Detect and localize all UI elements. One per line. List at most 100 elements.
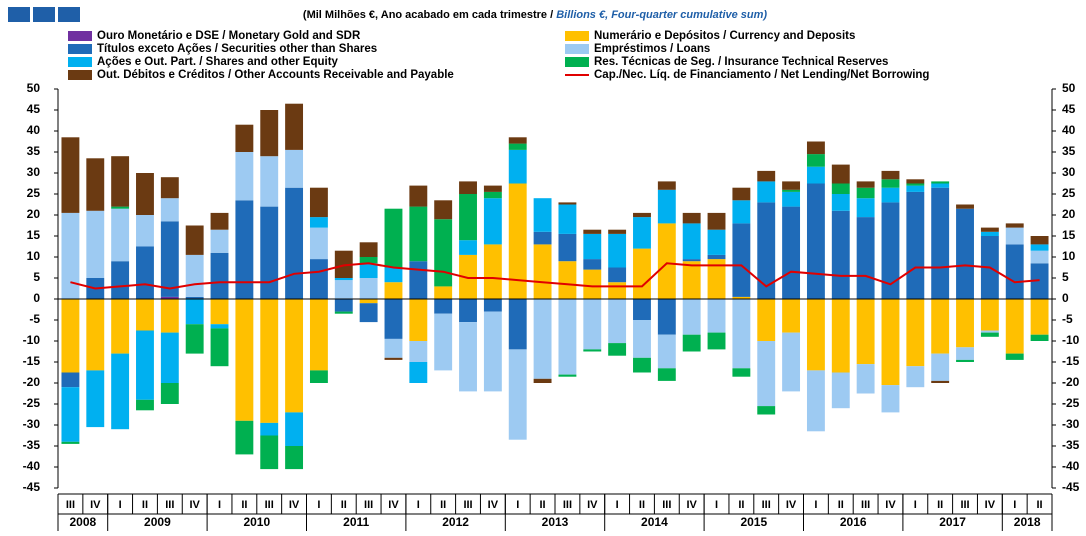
bar-segment [309, 299, 328, 371]
bar-segment [260, 156, 279, 207]
y-tick-label: 5 [33, 270, 40, 284]
y2-tick-label: 20 [1062, 207, 1076, 221]
bar-segment [931, 353, 950, 381]
bar-segment [1005, 223, 1024, 228]
y2-tick-label: -15 [1062, 354, 1080, 368]
bar-segment [608, 229, 627, 234]
x-tick-label: III [165, 499, 174, 511]
bar-segment [583, 233, 602, 260]
bar-segment [782, 191, 801, 207]
bar-segment [782, 181, 801, 190]
legend-swatch [68, 70, 92, 80]
y-tick-label: 40 [27, 123, 41, 137]
bar-segment [707, 299, 726, 333]
bar-segment [160, 198, 179, 222]
bar-segment [956, 347, 974, 360]
y-tick-label: -10 [23, 333, 41, 347]
bar-segment [285, 446, 304, 470]
bar-segment [881, 385, 900, 413]
y-tick-label: 25 [27, 186, 41, 200]
x-tick-label: III [762, 499, 771, 511]
bar-segment [160, 383, 179, 404]
bar-segment [533, 378, 552, 383]
bar-segment [185, 324, 204, 354]
bar-segment [657, 189, 676, 224]
bar-segment [980, 227, 999, 232]
bar-segment [61, 212, 80, 299]
y2-tick-label: -45 [1062, 480, 1080, 494]
bar-segment [285, 187, 304, 299]
legend-label: Empréstimos / Loans [594, 43, 710, 55]
bar-segment [906, 191, 925, 299]
y-tick-label: 35 [27, 144, 41, 158]
x-tick-label: II [937, 499, 943, 511]
bar-segment [185, 225, 204, 255]
bar-segment [732, 368, 751, 377]
bar-segment [956, 204, 974, 209]
y2-tick-label: 25 [1062, 186, 1076, 200]
x-group-label: 2010 [243, 515, 270, 529]
bar-segment [111, 299, 130, 354]
x-tick-label: III [861, 499, 870, 511]
x-tick-label: II [440, 499, 446, 511]
x-tick-label: I [218, 499, 221, 511]
x-tick-label: III [265, 499, 274, 511]
x-group-label: 2013 [542, 515, 569, 529]
y2-tick-label: 0 [1062, 291, 1069, 305]
x-tick-label: II [540, 499, 546, 511]
bar-segment [657, 334, 676, 369]
bar-segment [409, 341, 428, 362]
bar-segment [583, 299, 602, 350]
x-tick-label: IV [985, 499, 996, 511]
bar-segment [235, 200, 254, 299]
bar-segment [1030, 250, 1049, 264]
bar-segment [508, 149, 527, 184]
bar-segment [906, 299, 925, 367]
x-tick-label: II [738, 499, 744, 511]
y2-tick-label: 35 [1062, 144, 1076, 158]
bar-segment [757, 341, 776, 407]
y-tick-label: 50 [27, 81, 41, 95]
bar-segment [1030, 236, 1049, 245]
bar-segment [483, 299, 502, 312]
bar-segment [136, 215, 154, 247]
bar-segment [956, 299, 974, 348]
bar-segment [160, 296, 179, 299]
bar-segment [608, 299, 627, 344]
bar-segment [806, 370, 825, 432]
bar-segment [334, 299, 353, 312]
x-tick-label: IV [488, 499, 499, 511]
x-tick-label: II [838, 499, 844, 511]
bar-segment [558, 261, 577, 299]
y2-tick-label: -20 [1062, 375, 1080, 389]
bar-segment [831, 210, 850, 299]
bar-segment [533, 231, 552, 245]
x-tick-label: IV [885, 499, 896, 511]
y2-tick-label: 30 [1062, 165, 1076, 179]
legend-swatch [68, 31, 92, 41]
legend-swatch [565, 57, 589, 67]
y-tick-label: 15 [27, 228, 41, 242]
bar-segment [334, 278, 353, 281]
bar-segment [384, 267, 403, 283]
bar-segment [682, 261, 701, 299]
y2-tick-label: 10 [1062, 249, 1076, 263]
bar-segment [160, 177, 179, 199]
bar-segment [956, 359, 974, 362]
subtitle: (Mil Milhões €, Ano acabado em cada trim… [303, 9, 767, 21]
y2-tick-label: 50 [1062, 81, 1076, 95]
bar-segment [856, 187, 875, 199]
bar-segment [1005, 299, 1024, 354]
bar-segment [434, 313, 453, 371]
bar-segment [434, 219, 453, 287]
y-tick-label: -30 [23, 417, 41, 431]
bar-segment [459, 194, 477, 241]
bar-segment [260, 422, 279, 436]
bar-segment [732, 223, 751, 297]
bar-segment [906, 179, 925, 184]
bar-segment [508, 183, 527, 299]
bar-segment [633, 299, 651, 320]
bar-segment [906, 185, 925, 192]
y-tick-label: -35 [23, 438, 41, 452]
bar-segment [906, 366, 925, 388]
